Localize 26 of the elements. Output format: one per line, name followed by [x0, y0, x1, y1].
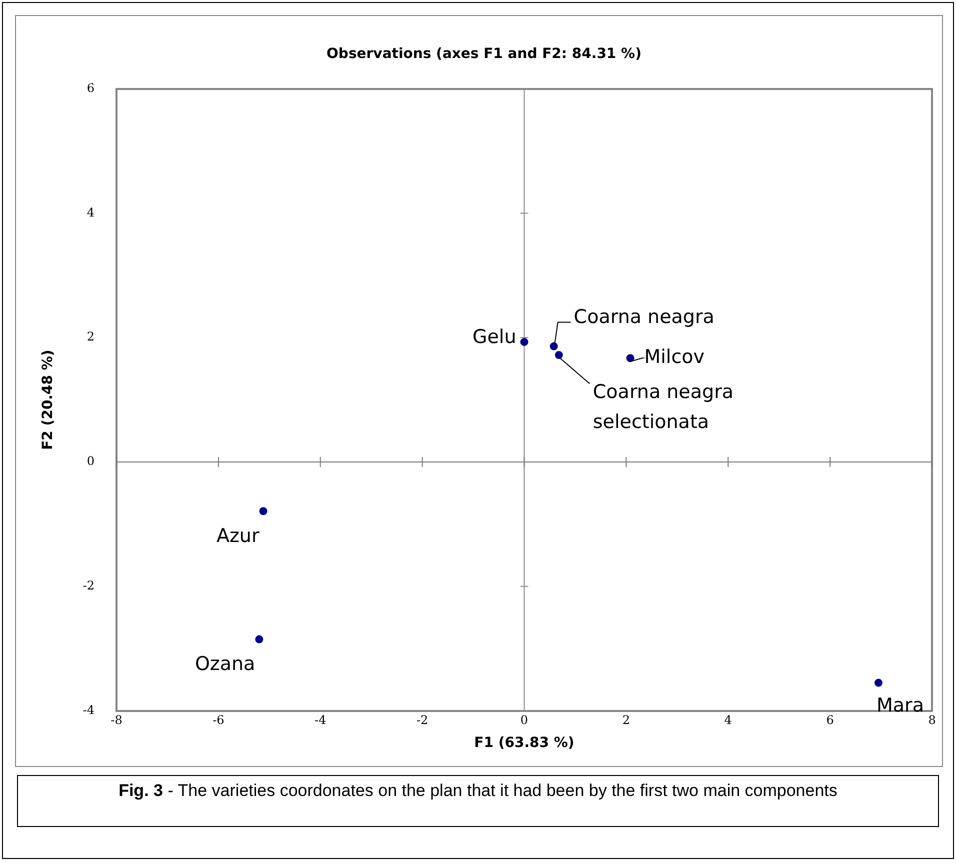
annotation: Coarna neagra [574, 306, 714, 328]
x-axis-title: F1 (63.83 %) [474, 735, 574, 752]
y-tick-label: -4 [82, 702, 95, 717]
x-tick-label: 2 [622, 713, 630, 728]
annotation: Azur [216, 525, 260, 548]
y-axis-title: F2 (20.48 %) [40, 350, 56, 450]
x-tick-label: 0 [520, 713, 528, 728]
x-tick-label: -6 [212, 713, 224, 728]
annotation: Milcov [644, 346, 705, 368]
chart-title: Observations (axes F1 and F2: 84.31 %) [326, 46, 642, 62]
y-tick-label: 2 [86, 330, 94, 344]
y-tick-label: 4 [86, 205, 95, 220]
caption: Fig. 3 - The varieties coordonates on the plan that it had been by the first two main components [118, 780, 838, 802]
y-tick-label: 0 [86, 454, 94, 468]
annotation: Gelu [472, 326, 516, 348]
x-tick-label: 6 [826, 713, 834, 728]
x-tick-label: -2 [416, 713, 428, 728]
y-tick-label: -2 [82, 578, 94, 593]
y-tick-label: 6 [86, 80, 94, 95]
x-tick-label: -4 [314, 713, 327, 728]
annotation: Coarna neagra selectionata [592, 380, 734, 433]
x-tick-label: 4 [724, 713, 732, 728]
annotation: Mara [876, 694, 924, 717]
annotation: Ozana [194, 653, 256, 676]
x-tick-label: -8 [110, 713, 122, 728]
x-tick-label: 8 [928, 713, 936, 728]
